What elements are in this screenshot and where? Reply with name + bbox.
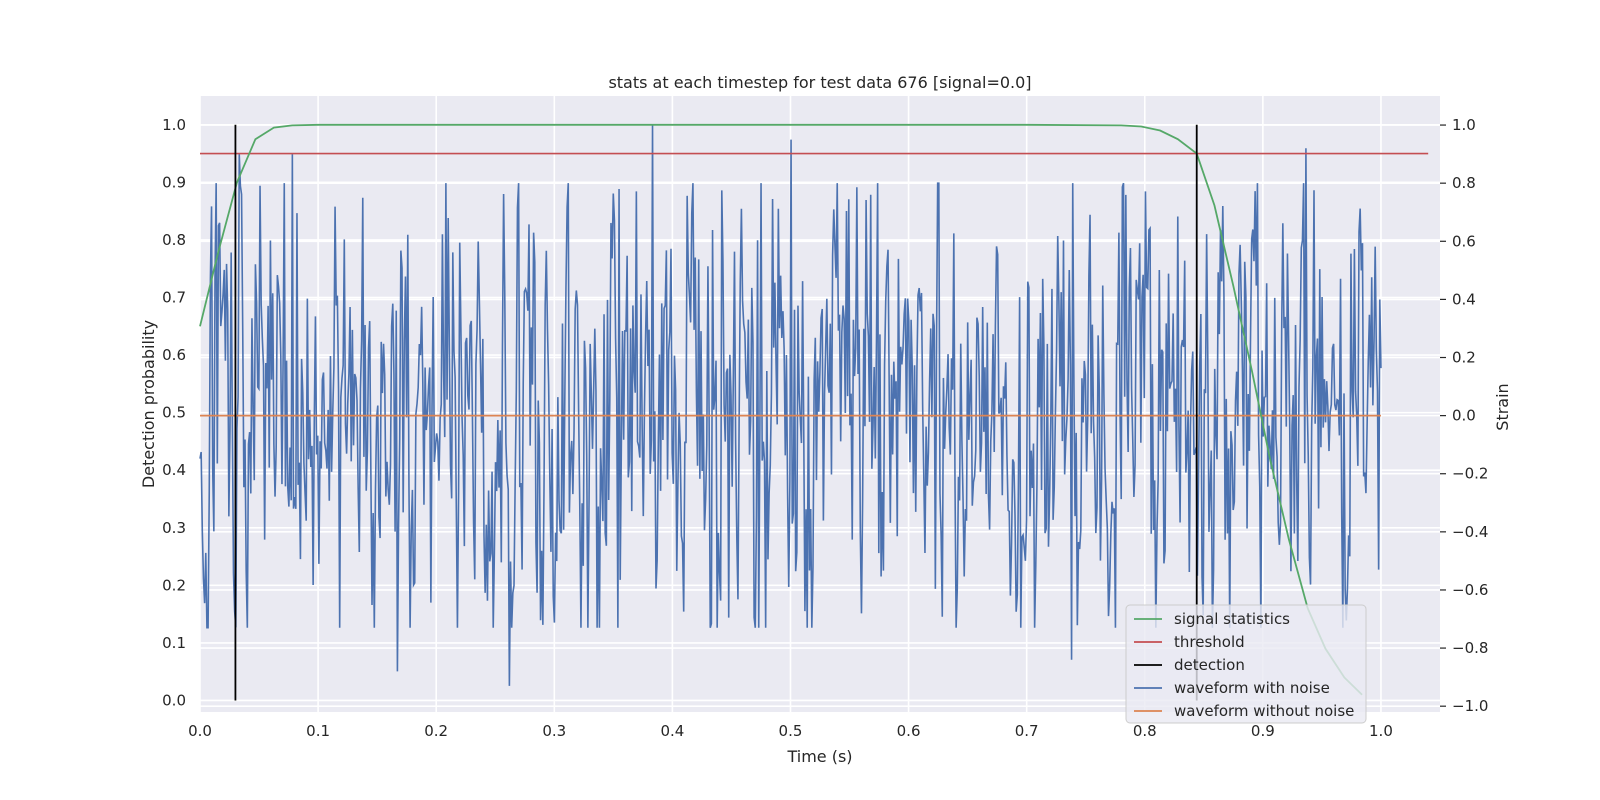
x-tick-label: 0.6 (897, 722, 921, 740)
y-tick-label-right: −0.8 (1452, 639, 1488, 657)
legend-label: threshold (1174, 633, 1245, 651)
y-tick-label-right: 1.0 (1452, 116, 1476, 134)
x-axis-label: Time (s) (786, 747, 852, 766)
y-tick-label-right: 0.4 (1452, 290, 1476, 308)
y-tick-label-right: −0.6 (1452, 581, 1488, 599)
chart-title: stats at each timestep for test data 676… (608, 73, 1031, 92)
y-tick-label-left: 0.3 (162, 519, 186, 537)
y-tick-label-right: 0.0 (1452, 407, 1476, 425)
legend-label: signal statistics (1174, 610, 1290, 628)
y-tick-label-right: −0.4 (1452, 523, 1488, 541)
y-tick-label-left: 0.7 (162, 288, 186, 306)
legend-label: waveform without noise (1174, 702, 1354, 720)
y-tick-label-right: −1.0 (1452, 697, 1488, 715)
x-tick-label: 0.8 (1133, 722, 1157, 740)
y-tick-label-left: 0.1 (162, 634, 186, 652)
y-tick-label-left: 0.2 (162, 576, 186, 594)
y-tick-label-left: 1.0 (162, 116, 186, 134)
y-tick-label-right: 0.6 (1452, 232, 1476, 250)
legend-box (1125, 604, 1367, 724)
x-tick-label: 0.4 (660, 722, 684, 740)
legend: signal statistics threshold detection wavef… (1125, 604, 1367, 724)
y-tick-label-left: 0.8 (162, 231, 186, 249)
y-tick-label-left: 0.4 (162, 461, 186, 479)
x-tick-label: 1.0 (1369, 722, 1393, 740)
y-tick-label-left: 0.9 (162, 173, 186, 191)
y-axis-label-left: Detection probability (139, 320, 158, 488)
axes-layer: 0.0 0.1 0.2 0.3 0.4 0.5 0.6 0.7 0.8 0.9 1.0 0.0 0.1 0… (162, 116, 1488, 740)
x-tick-label: 0.2 (424, 722, 448, 740)
x-tick-label: 0.0 (188, 722, 212, 740)
x-tick-label: 0.1 (306, 722, 330, 740)
y-tick-label-right: 0.8 (1452, 174, 1476, 192)
series-signal-statistics (199, 123, 1363, 696)
x-tick-label: 0.9 (1251, 722, 1275, 740)
y-tick-label-left: 0.6 (162, 346, 186, 364)
y-axis-label-right: Strain (1493, 383, 1512, 430)
x-tick-label: 0.5 (779, 722, 803, 740)
y-tick-label-right: 0.2 (1452, 349, 1476, 367)
y-tick-label-left: 0.5 (162, 404, 186, 422)
legend-label: detection (1174, 656, 1245, 674)
y-tick-label-left: 0.0 (162, 691, 186, 709)
x-tick-label: 0.7 (1015, 722, 1039, 740)
legend-label: waveform with noise (1174, 679, 1330, 697)
x-tick-label: 0.3 (542, 722, 566, 740)
y-tick-label-right: −0.2 (1452, 465, 1488, 483)
series-waveform-with-noise (199, 125, 1382, 686)
